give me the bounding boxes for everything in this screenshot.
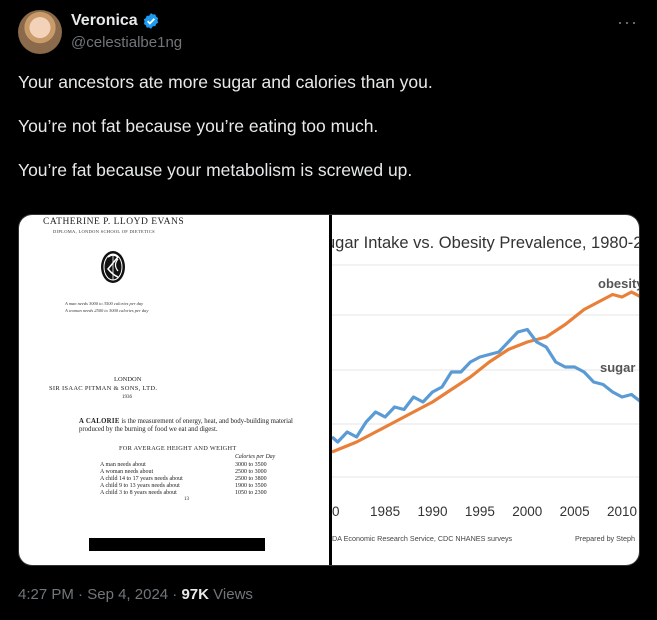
tweet-line: You’re not fat because you’re eating too… bbox=[18, 116, 379, 136]
table-row-value: 3000 to 3500 bbox=[235, 462, 267, 468]
table-row-value: 1050 to 2300 bbox=[235, 490, 267, 496]
image-divider bbox=[329, 215, 332, 565]
table-row-label: A man needs about bbox=[100, 462, 146, 468]
x-tick-label: 0 bbox=[332, 504, 340, 519]
chart-credit: Prepared by Steph bbox=[575, 534, 635, 543]
tweet-footer: 4:27 PM · Sep 4, 2024 · 97K Views bbox=[18, 586, 253, 603]
publisher-logo-icon bbox=[101, 251, 125, 283]
chart-image[interactable]: ugar Intake vs. Obesity Prevalence, 1980… bbox=[332, 215, 640, 565]
post-time[interactable]: 4:27 PM bbox=[18, 586, 74, 603]
tweet-text: Your ancestors ate more sugar and calori… bbox=[18, 71, 638, 203]
book-author: CATHERINE P. LLOYD EVANS bbox=[43, 217, 185, 227]
display-name[interactable]: Veronica bbox=[71, 12, 138, 29]
table-row-value: 2500 to 3800 bbox=[235, 476, 267, 482]
more-options-icon[interactable]: ··· bbox=[617, 12, 638, 32]
book-year: 1936 bbox=[122, 395, 132, 400]
calorie-definition: A CALORIE is the measurement of energy, … bbox=[79, 418, 301, 434]
views-label: Views bbox=[213, 586, 253, 603]
name-row: Veronica bbox=[71, 12, 160, 30]
book-page-image[interactable]: CATHERINE P. LLOYD EVANS DIPLOMA, LONDON… bbox=[19, 215, 329, 565]
x-tick-label: 1990 bbox=[417, 504, 447, 519]
tweet-line: Your ancestors ate more sugar and calori… bbox=[18, 72, 433, 92]
calorie-lead: A CALORIE bbox=[79, 418, 120, 425]
table-row-label: A child 14 to 17 years needs about bbox=[100, 476, 183, 482]
x-axis-ticks: 0 1985 1990 1995 2000 2005 2010 bbox=[332, 504, 637, 519]
book-city: LONDON bbox=[114, 376, 142, 383]
verified-badge-icon bbox=[143, 13, 158, 29]
avatar[interactable] bbox=[18, 10, 62, 54]
page-number: 13 bbox=[184, 497, 189, 502]
tweet-line: You’re fat because your metabolism is sc… bbox=[18, 160, 413, 180]
tweet-header: Veronica @celestialbe1ng ··· bbox=[18, 10, 642, 60]
table-row-value: 1900 to 3500 bbox=[235, 483, 267, 489]
book-publisher: SIR ISAAC PITMAN & SONS, LTD. bbox=[49, 385, 158, 392]
table-row-label: A child 9 to 13 years needs about bbox=[100, 483, 180, 489]
x-tick-label: 2000 bbox=[512, 504, 542, 519]
chart-lines bbox=[332, 290, 639, 454]
series-line-sugar bbox=[332, 327, 639, 444]
tweet-media[interactable]: CATHERINE P. LLOYD EVANS DIPLOMA, LONDON… bbox=[18, 214, 640, 566]
x-tick-label: 1995 bbox=[465, 504, 495, 519]
user-handle[interactable]: @celestialbe1ng bbox=[71, 34, 183, 51]
series-line-obesity bbox=[332, 290, 639, 454]
book-note: A woman needs 2500 to 3000 calories per … bbox=[65, 308, 149, 313]
redaction-bar bbox=[89, 538, 265, 551]
table-column-header: Calories per Day bbox=[235, 454, 276, 460]
x-tick-label: 1985 bbox=[370, 504, 400, 519]
table-row-label: A woman needs about bbox=[100, 469, 154, 475]
table-title: FOR AVERAGE HEIGHT AND WEIGHT bbox=[119, 445, 237, 452]
chart-source: DA Economic Research Service, CDC NHANES… bbox=[332, 534, 513, 543]
calorie-text: is the measurement of energy, heat, and … bbox=[79, 418, 293, 433]
table-row-label: A child 3 to 8 years needs about bbox=[100, 490, 177, 496]
views-count: 97K bbox=[181, 586, 209, 603]
table-row-value: 2500 to 3000 bbox=[235, 469, 267, 475]
post-date[interactable]: Sep 4, 2024 bbox=[87, 586, 169, 603]
book-note: A man needs 3000 to 3500 calories per da… bbox=[65, 301, 144, 306]
book-diploma: DIPLOMA, LONDON SCHOOL OF DIETETICS bbox=[53, 229, 155, 234]
series-label-sugar: sugar bbox=[600, 360, 635, 375]
series-label-obesity: obesity bbox=[598, 276, 640, 291]
x-tick-label: 2010 bbox=[607, 504, 637, 519]
x-tick-label: 2005 bbox=[560, 504, 590, 519]
chart-title: ugar Intake vs. Obesity Prevalence, 1980… bbox=[332, 234, 640, 252]
chart-grid bbox=[332, 264, 639, 478]
chart-svg: ugar Intake vs. Obesity Prevalence, 1980… bbox=[332, 234, 640, 543]
